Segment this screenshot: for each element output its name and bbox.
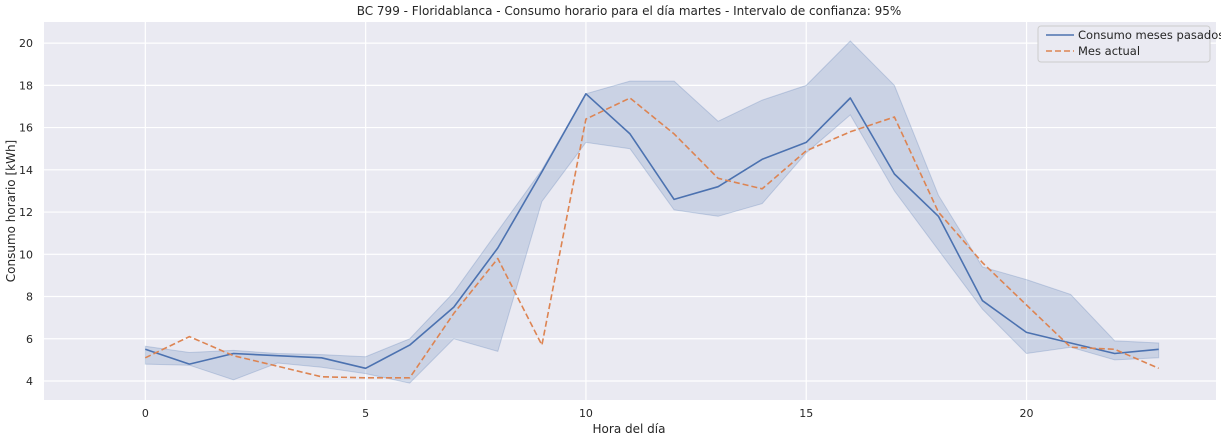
series-line-mes-actual <box>144 97 1160 379</box>
legend-label-consumo-meses-pasados: Consumo meses pasados <box>1078 28 1221 42</box>
confidence-band-layer <box>144 40 1160 384</box>
x-tick-label: 10 <box>579 407 593 420</box>
grid <box>44 22 1216 400</box>
chart-title: BC 799 - Floridablanca - Consumo horario… <box>357 4 902 18</box>
legend: Consumo meses pasados Mes actual <box>1037 25 1221 63</box>
x-axis-label: Hora del día <box>593 422 666 436</box>
y-tick-label: 4 <box>26 375 33 388</box>
x-tick-label: 5 <box>362 407 369 420</box>
legend-label-mes-actual: Mes actual <box>1078 44 1140 58</box>
y-tick-label: 12 <box>19 206 33 219</box>
y-tick-label: 8 <box>26 291 33 304</box>
y-axis-label: Consumo horario [kWh] <box>4 140 18 282</box>
y-tick-label: 20 <box>19 37 33 50</box>
y-tick-label: 18 <box>19 79 33 92</box>
x-tick-label: 15 <box>799 407 813 420</box>
legend-box <box>1037 25 1211 63</box>
confidence-band <box>144 40 1160 384</box>
series-layer <box>144 93 1160 379</box>
x-tick-label: 0 <box>142 407 149 420</box>
y-tick-label: 6 <box>26 333 33 346</box>
y-tick-label: 16 <box>19 122 33 135</box>
y-tick-label: 10 <box>19 248 33 261</box>
y-tick-label: 14 <box>19 164 33 177</box>
x-tick-label: 20 <box>1020 407 1034 420</box>
series-line-consumo-meses-pasados <box>145 93 1159 370</box>
tick-labels: 0 5 10 15 20 4 6 8 10 12 14 16 18 20 <box>19 37 1034 420</box>
